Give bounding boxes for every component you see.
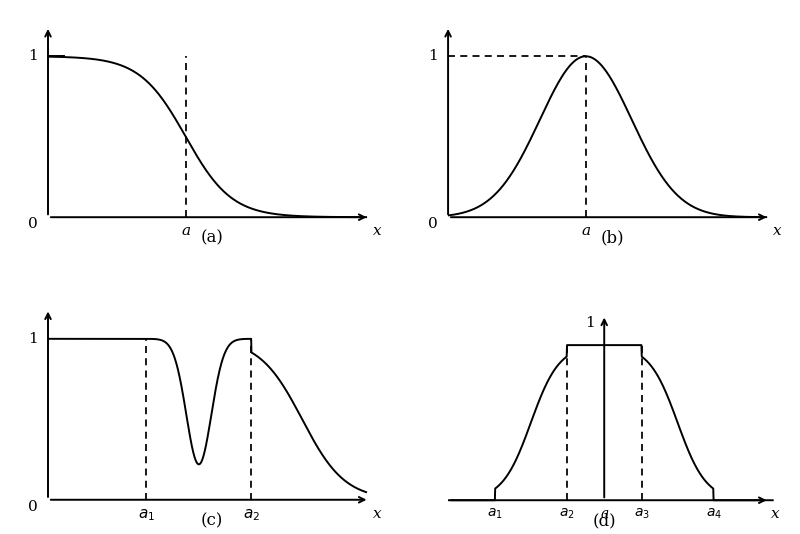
Text: x: x [373,224,382,238]
Text: $a_1$: $a_1$ [487,507,502,522]
Text: $a_3$: $a_3$ [634,507,650,522]
Text: $a_2$: $a_2$ [243,507,260,523]
Text: (c): (c) [201,513,223,529]
Text: $a_1$: $a_1$ [138,507,155,523]
Text: a: a [181,224,190,238]
Text: 1: 1 [585,316,595,330]
Text: 1: 1 [29,49,38,63]
Text: (a): (a) [201,230,223,247]
Text: $a_2$: $a_2$ [559,507,574,522]
Text: 0: 0 [429,217,438,231]
Text: 1: 1 [29,332,38,346]
Text: $a_4$: $a_4$ [706,507,722,522]
Text: 1: 1 [429,49,438,63]
Text: (d): (d) [593,513,616,529]
Text: a: a [582,224,590,238]
Text: 0: 0 [29,500,38,514]
Text: 0: 0 [29,217,38,231]
Text: x: x [771,507,780,521]
Text: x: x [373,507,382,521]
Text: a: a [600,507,608,521]
Text: (b): (b) [600,230,624,247]
Text: x: x [773,224,782,238]
